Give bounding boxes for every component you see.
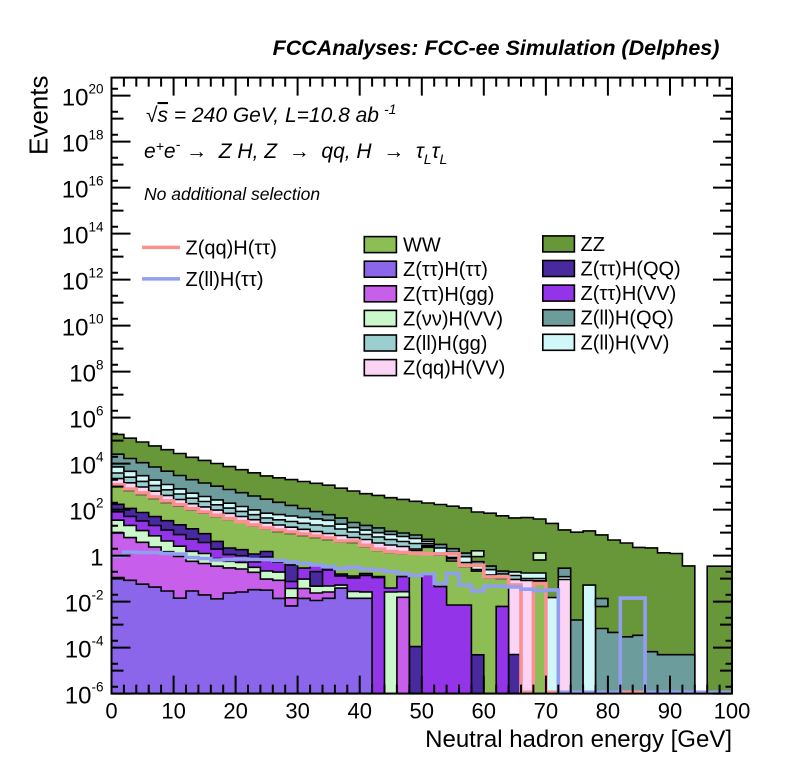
svg-text:Z(ττ)H(ττ): Z(ττ)H(ττ) — [403, 259, 488, 281]
svg-text:102: 102 — [69, 496, 103, 526]
svg-text:70: 70 — [534, 699, 558, 724]
svg-text:Z(ll)H(gg): Z(ll)H(gg) — [403, 333, 487, 355]
svg-text:√s = 240 GeV, L=10.8 ab-1: √s = 240 GeV, L=10.8 ab -1 — [146, 101, 396, 127]
svg-text:10-6: 10-6 — [65, 680, 104, 710]
svg-text:Neutral hadron energy [GeV]: Neutral hadron energy [GeV] — [425, 726, 732, 753]
svg-text:30: 30 — [285, 699, 309, 724]
svg-text:108: 108 — [69, 358, 103, 388]
svg-text:WW: WW — [403, 235, 441, 257]
svg-text:1: 1 — [90, 545, 103, 572]
svg-text:80: 80 — [596, 699, 620, 724]
svg-text:10-4: 10-4 — [65, 634, 104, 664]
svg-text:Z(νν)H(VV): Z(νν)H(VV) — [403, 308, 503, 330]
svg-text:10: 10 — [161, 699, 185, 724]
svg-text:50: 50 — [410, 699, 434, 724]
svg-text:1012: 1012 — [62, 266, 104, 296]
svg-text:104: 104 — [69, 450, 104, 480]
svg-text:Z(qq)H(VV): Z(qq)H(VV) — [403, 358, 505, 380]
svg-text:10-2: 10-2 — [65, 588, 104, 618]
svg-text:100: 100 — [714, 699, 751, 724]
svg-text:1020: 1020 — [62, 82, 104, 112]
svg-text:106: 106 — [69, 404, 103, 434]
svg-text:1010: 1010 — [62, 312, 104, 342]
svg-text:Z(qq)H(ττ): Z(qq)H(ττ) — [186, 238, 277, 260]
svg-text:40: 40 — [347, 699, 371, 724]
svg-text:1014: 1014 — [62, 220, 104, 250]
svg-text:FCCAnalyses: FCC-ee Simulation: FCCAnalyses: FCC-ee Simulation (Delphes) — [273, 36, 720, 60]
svg-text:60: 60 — [472, 699, 496, 724]
svg-text:Z(ττ)H(gg): Z(ττ)H(gg) — [403, 284, 494, 306]
svg-text:Z(ll)H(VV): Z(ll)H(VV) — [581, 332, 670, 354]
svg-text:90: 90 — [658, 699, 682, 724]
svg-text:Z(ττ)H(QQ): Z(ττ)H(QQ) — [581, 259, 681, 281]
svg-text:No additional selection: No additional selection — [144, 184, 320, 204]
svg-text:e+e- → Z H, Z → qq, H → τ: e+e- → Z H, Z → qq, H → τLτL — [144, 136, 447, 167]
svg-text:20: 20 — [223, 699, 247, 724]
svg-text:1016: 1016 — [62, 174, 104, 204]
svg-text:Z(ll)H(QQ): Z(ll)H(QQ) — [581, 308, 674, 330]
svg-text:Z(ll)H(ττ): Z(ll)H(ττ) — [186, 269, 264, 291]
svg-text:1018: 1018 — [62, 128, 104, 158]
svg-text:Z(ττ)H(VV): Z(ττ)H(VV) — [581, 283, 677, 305]
svg-text:0: 0 — [105, 699, 117, 724]
svg-text:ZZ: ZZ — [581, 234, 605, 256]
svg-text:Events: Events — [24, 76, 54, 156]
